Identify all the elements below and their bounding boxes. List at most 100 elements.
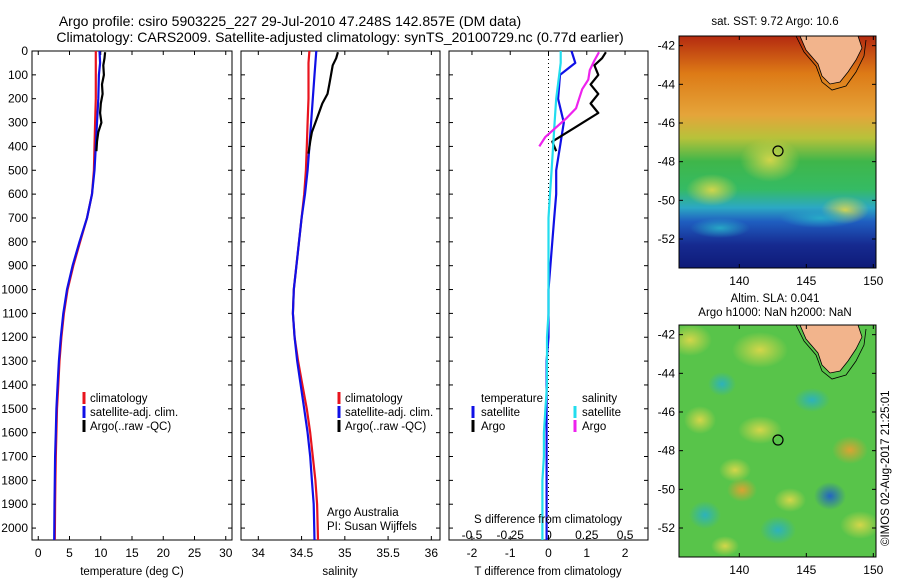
y-tick-label: 300 (8, 116, 28, 130)
x-tick-label: 35.5 (376, 546, 400, 560)
sal-legend-argo: Argo(..raw -QC) (345, 421, 426, 433)
y-tick-label: 1700 (1, 450, 28, 464)
diff-legend-s-argo: Argo (582, 421, 606, 433)
sla-map-frame (678, 324, 877, 558)
temp-legend-satellite: satellite-adj. clim. (90, 407, 178, 419)
series-line-argo-raw-qc- (307, 51, 339, 154)
series-line-satellite-adj-clim- (53, 50, 102, 541)
sla-map-title1: Altim. SLA: 0.041 (731, 293, 820, 305)
pi-note: PI: Susan Wijffels (327, 521, 417, 533)
s-diff-tick-label: -0.25 (497, 528, 525, 542)
x-tick-label: 30 (219, 546, 233, 560)
sla-float-marker (772, 434, 784, 446)
sst-map (679, 36, 876, 268)
map-y-tick-label: -48 (658, 444, 676, 458)
x-tick-label: 1 (583, 546, 590, 560)
y-tick-label: 600 (8, 187, 28, 201)
y-tick-label: 400 (8, 139, 28, 153)
temp-legend-argo: Argo(..raw -QC) (90, 421, 171, 433)
map-x-tick-label: 150 (863, 274, 883, 288)
sal-legend-satellite: satellite-adj. clim. (345, 407, 433, 419)
argo-australia-note: Argo Australia (327, 507, 399, 519)
map-y-tick-label: -52 (658, 521, 676, 535)
sst-float-marker (772, 145, 784, 157)
temperature-axes (31, 50, 233, 541)
salinity-plot: 34 34.5 35 35.5 36 (241, 50, 440, 560)
map-y-tick-label: -46 (658, 116, 676, 130)
temperature-legend: climatology satellite-adj. clim. Argo(..… (82, 392, 178, 433)
sla-map-axes: 140 145 150 -42 -44 -46 -48 -50 -52 (658, 325, 884, 577)
x-tick-label: 2 (622, 546, 629, 560)
map-x-tick-label: 140 (729, 563, 749, 577)
sla-map-title2: Argo h1000: NaN h2000: NaN (698, 307, 851, 319)
salinity-legend: climatology satellite-adj. clim. Argo(..… (337, 392, 433, 433)
y-tick-label: 1900 (1, 497, 28, 511)
series-line-salinity-argo (538, 51, 600, 147)
map-x-tick-label: 150 (863, 563, 883, 577)
x-tick-label: 34 (252, 546, 266, 560)
series-line-temperature-argo (551, 51, 607, 152)
diff-legend-t-satellite: satellite (481, 407, 520, 419)
diff-legend-s-satellite: satellite (582, 407, 621, 419)
y-tick-label: 1800 (1, 473, 28, 487)
y-tick-label: 700 (8, 211, 28, 225)
y-tick-label: 2000 (1, 521, 28, 535)
diff-legend-temperature-title: temperature (481, 393, 543, 405)
temperature-plot: 0100200300400500600700800900100011001200… (1, 44, 232, 560)
x-tick-label: 15 (125, 546, 139, 560)
map-y-tick-label: -50 (658, 193, 676, 207)
diff-legend-t-argo: Argo (481, 421, 505, 433)
map-x-tick-label: 145 (796, 563, 816, 577)
map-y-tick-label: -52 (658, 232, 676, 246)
y-tick-label: 1600 (1, 426, 28, 440)
map-y-tick-label: -42 (658, 39, 676, 53)
y-tick-label: 200 (8, 92, 28, 106)
map-y-tick-label: -48 (658, 155, 676, 169)
map-y-tick-label: -42 (658, 328, 676, 342)
y-tick-label: 900 (8, 259, 28, 273)
s-diff-tick-label: 0.5 (617, 528, 634, 542)
s-diff-tick-label: 0.25 (575, 528, 599, 542)
y-tick-label: 0 (21, 44, 28, 58)
sst-map-frame (678, 35, 877, 269)
map-x-tick-label: 140 (729, 274, 749, 288)
map-x-tick-label: 145 (796, 274, 816, 288)
series-line-climatology (53, 51, 97, 541)
difference-plot: -2 -1 0 1 2 -0.5 -0.25 0 0.25 0.5 (449, 50, 648, 560)
x-tick-label: 35 (338, 546, 352, 560)
sst-map-axes: 140 145 150 -42 -44 -46 -48 -50 -52 (658, 36, 884, 288)
series-line-temperature-satellite (545, 50, 577, 540)
sal-legend-climatology: climatology (345, 393, 403, 405)
y-tick-label: 1200 (1, 330, 28, 344)
x-tick-label: 0 (545, 546, 552, 560)
diff-legend-salinity-title: salinity (582, 393, 617, 405)
difference-top-label: S difference from climatology (474, 514, 622, 526)
figure-title-line2: Climatology: CARS2009. Satellite-adjuste… (56, 29, 623, 45)
x-tick-label: 0 (35, 546, 42, 560)
series-line-satellite-adj-clim- (291, 50, 318, 541)
s-diff-tick-label: 0 (545, 528, 552, 542)
x-tick-label: 34.5 (290, 546, 314, 560)
sla-map (679, 325, 876, 557)
difference-legend: temperature satellite Argo salinity sate… (471, 393, 621, 433)
x-tick-label: 10 (94, 546, 108, 560)
sst-map-title: sat. SST: 9.72 Argo: 10.6 (711, 16, 838, 28)
y-tick-label: 1000 (1, 283, 28, 297)
y-tick-label: 500 (8, 163, 28, 177)
series-line-salinity-satellite (541, 51, 562, 540)
s-diff-tick-label: -0.5 (462, 528, 483, 542)
x-tick-label: 20 (157, 546, 171, 560)
x-tick-label: 36 (425, 546, 439, 560)
imos-stamp: ©IMOS 02-Aug-2017 21:25:01 (880, 390, 892, 546)
y-tick-label: 1400 (1, 378, 28, 392)
y-tick-label: 1300 (1, 354, 28, 368)
map-y-tick-label: -46 (658, 405, 676, 419)
map-y-tick-label: -44 (658, 366, 676, 380)
y-tick-label: 1100 (2, 306, 28, 320)
map-y-tick-label: -50 (658, 482, 676, 496)
salinity-axes (240, 50, 441, 541)
x-tick-label: -2 (467, 546, 478, 560)
y-tick-label: 1500 (1, 402, 28, 416)
salinity-xlabel: salinity (322, 566, 357, 578)
